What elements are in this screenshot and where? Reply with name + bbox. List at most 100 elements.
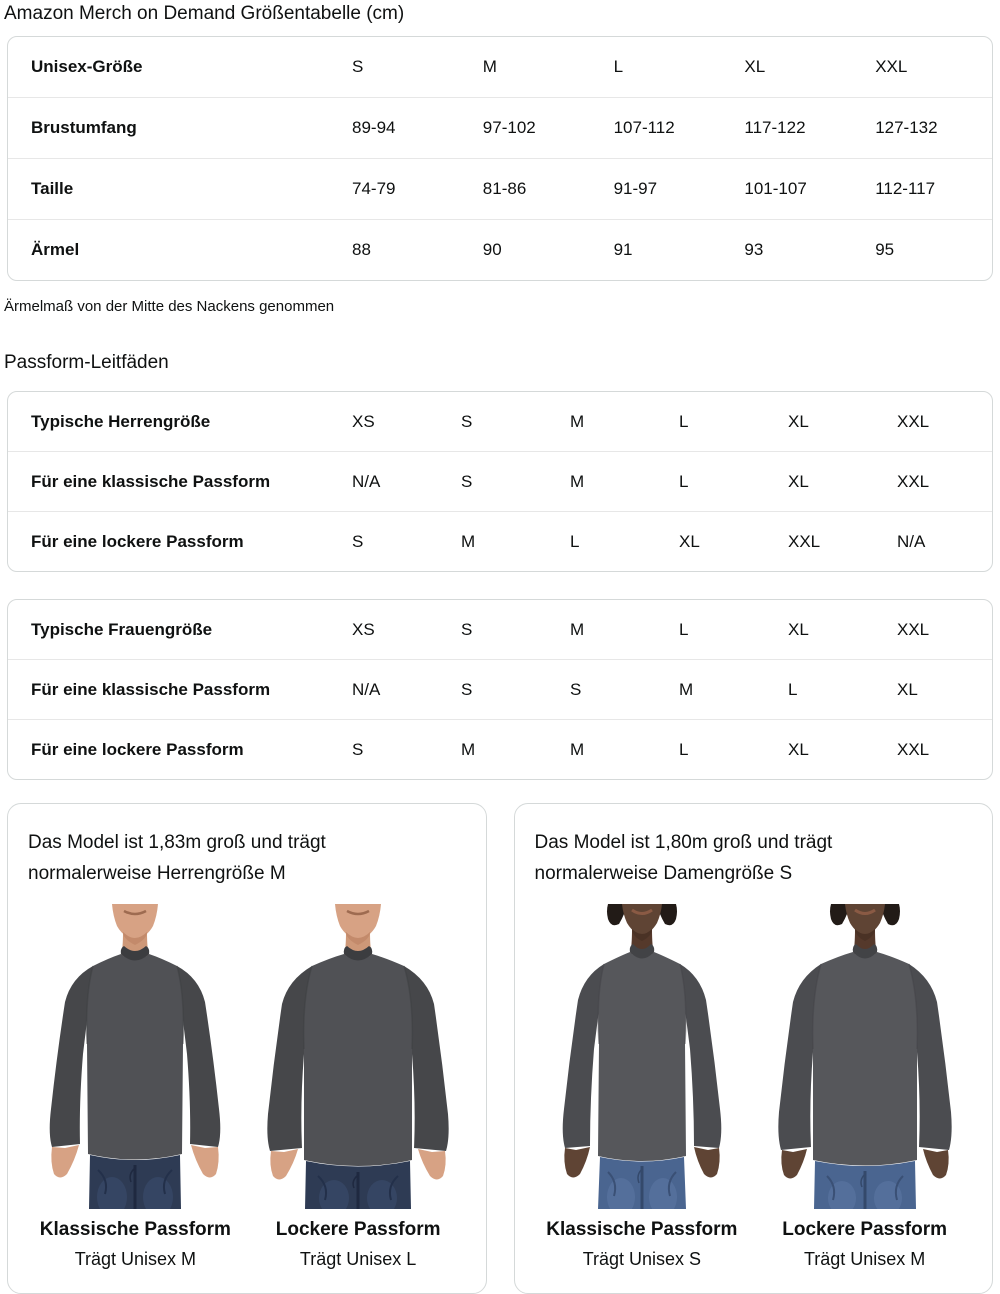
table-cell: 74-79 (352, 179, 396, 198)
male-model-card: Das Model ist 1,83m groß und trägt norma… (7, 803, 487, 1294)
table-cell: XXL (897, 619, 930, 639)
page-title: Amazon Merch on Demand Größentabelle (cm… (4, 3, 405, 24)
table-cell: XL (788, 471, 809, 491)
table-cell: 97-102 (482, 118, 536, 137)
table-row: Für eine lockere Passform S M M L XL XXL (8, 719, 992, 779)
table-cell: 89-94 (352, 118, 396, 137)
table-row: Brustumfang 89-94 97-102 107-112 117-122… (8, 97, 992, 158)
table-cell: L (788, 679, 798, 699)
table-cell: N/A (352, 471, 381, 491)
table-cell: XL (788, 739, 809, 759)
female-figures-row: Klassische Passform Trägt Unisex S (535, 904, 973, 1270)
row-label: Für eine lockere Passform (31, 531, 244, 551)
female-classic-fit-figure: Klassische Passform Trägt Unisex S (535, 904, 750, 1270)
table-cell: XXL (875, 57, 908, 76)
table-cell: L (679, 739, 689, 759)
table-cell: 88 (352, 240, 371, 259)
table-cell: 91 (613, 240, 633, 259)
table-cell: S (461, 619, 473, 639)
unisex-size-table: Unisex-Größe S M L XL XXL Brustumfang 89… (7, 36, 993, 281)
table-row: Typische Herrengröße XS S M L XL XXL (8, 392, 992, 451)
table-cell: XL (897, 679, 918, 699)
male-model-heading: Das Model ist 1,83m groß und trägt norma… (28, 832, 326, 884)
table-row: Unisex-Größe S M L XL XXL (8, 37, 992, 97)
row-label: Für eine lockere Passform (31, 739, 244, 759)
table-cell: 127-132 (875, 118, 938, 137)
fit-caption: Lockere Passform (782, 1219, 947, 1240)
male-loose-fit-photo (258, 904, 459, 1209)
table-cell: M (570, 739, 585, 759)
table-cell: XS (352, 411, 375, 431)
male-loose-fit-figure: Lockere Passform Trägt Unisex L (251, 904, 466, 1270)
table-cell: XL (788, 411, 809, 431)
table-cell: 81-86 (482, 179, 527, 198)
table-cell: M (482, 57, 497, 76)
male-figures-row: Klassische Passform Trägt Unisex M (28, 904, 466, 1270)
row-label: Ärmel (31, 240, 80, 259)
table-cell: L (679, 619, 689, 639)
fit-caption: Klassische Passform (546, 1219, 738, 1240)
table-cell: S (461, 471, 473, 491)
table-cell: 117-122 (744, 118, 806, 137)
row-label: Unisex-Größe (31, 57, 143, 76)
table-cell: M (679, 679, 694, 699)
row-label: Für eine klassische Passform (31, 679, 271, 699)
female-model-card: Das Model ist 1,80m groß und trägt norma… (513, 803, 993, 1294)
fit-caption: Lockere Passform (275, 1219, 441, 1240)
fit-size-caption: Trägt Unisex M (803, 1249, 926, 1269)
fit-guides-heading: Passform-Leitfäden (4, 352, 169, 373)
table-cell: 95 (875, 240, 895, 259)
table-row: Für eine klassische Passform N/A S S M L… (8, 659, 992, 719)
row-label: Taille (31, 179, 74, 198)
table-cell: 107-112 (613, 118, 675, 137)
table-cell: S (570, 679, 582, 699)
table-cell: S (461, 679, 473, 699)
table-cell: XL (788, 619, 809, 639)
table-cell: XS (352, 619, 375, 639)
table-cell: XL (744, 57, 766, 76)
table-row: Für eine klassische Passform N/A S M L X… (8, 451, 992, 511)
table-row: Taille 74-79 81-86 91-97 101-107 112-117 (8, 158, 992, 219)
row-label: Für eine klassische Passform (31, 471, 271, 491)
row-label: Brustumfang (31, 118, 137, 137)
table-cell: L (613, 57, 624, 76)
table-cell: XL (679, 531, 700, 551)
table-cell: M (461, 531, 476, 551)
table-cell: N/A (352, 679, 381, 699)
model-cards: Das Model ist 1,83m groß und trägt norma… (7, 803, 993, 1294)
women-fit-table: Typische Frauengröße XS S M L XL XXL Für… (7, 599, 993, 780)
table-cell: 90 (482, 240, 502, 259)
male-classic-fit-photo (35, 904, 236, 1209)
table-cell: 93 (744, 240, 764, 259)
table-cell: M (570, 619, 585, 639)
female-loose-fit-photo (764, 904, 965, 1209)
table-cell: S (461, 411, 473, 431)
fit-caption: Klassische Passform (39, 1219, 231, 1240)
table-cell: S (352, 531, 364, 551)
table-cell: 112-117 (875, 179, 936, 198)
table-cell: M (461, 739, 476, 759)
female-model-heading: Das Model ist 1,80m groß und trägt norma… (534, 832, 833, 884)
men-fit-table: Typische Herrengröße XS S M L XL XXL Für… (7, 391, 993, 572)
table-row: Für eine lockere Passform S M L XL XXL N… (8, 511, 992, 571)
table-cell: 91-97 (613, 179, 658, 198)
table-cell: S (352, 57, 364, 76)
table-cell: XXL (897, 411, 930, 431)
table-row: Typische Frauengröße XS S M L XL XXL (8, 600, 992, 659)
table-cell: N/A (897, 531, 926, 551)
table-row: Ärmel 88 90 91 93 95 (8, 219, 992, 280)
fit-size-caption: Trägt Unisex L (299, 1249, 417, 1269)
table-cell: XXL (897, 739, 930, 759)
table-cell: XXL (788, 531, 821, 551)
sleeve-measure-note: Ärmelmaß von der Mitte des Nackens genom… (4, 298, 335, 315)
row-label: Typische Herrengröße (31, 411, 211, 431)
table-cell: S (352, 739, 364, 759)
table-cell: L (679, 471, 689, 491)
row-label: Typische Frauengröße (31, 619, 213, 639)
table-cell: L (570, 531, 580, 551)
female-loose-fit-figure: Lockere Passform Trägt Unisex M (757, 904, 972, 1270)
table-cell: M (570, 411, 585, 431)
table-cell: L (679, 411, 689, 431)
table-cell: 101-107 (744, 179, 807, 198)
